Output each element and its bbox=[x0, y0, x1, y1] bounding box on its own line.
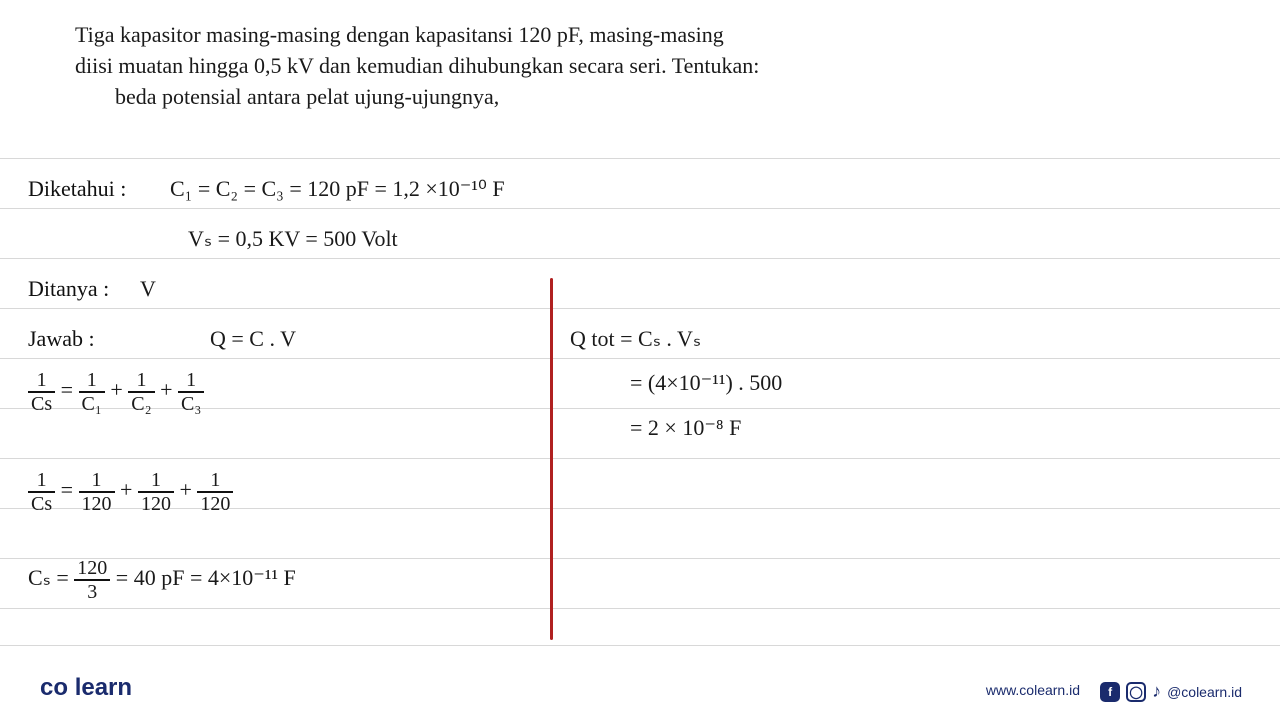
social-icons: f ◯ ♪ @colearn.id bbox=[1100, 681, 1242, 702]
question-line-2: diisi muatan hingga 0,5 kV dan kemudian … bbox=[75, 51, 925, 82]
qtot-line-2: = (4×10⁻¹¹) . 500 bbox=[630, 370, 782, 396]
rule-line bbox=[0, 458, 1280, 459]
rule-line bbox=[0, 158, 1280, 159]
diketahui-value-2: Vₛ = 0,5 KV = 500 Volt bbox=[188, 226, 398, 252]
facebook-icon: f bbox=[1100, 682, 1120, 702]
diketahui-value-1: C₁ = C₂ = C₃ = 120 pF = 1,2 ×10⁻¹⁰ F bbox=[170, 176, 505, 202]
footer: co learn www.colearn.id f ◯ ♪ @colearn.i… bbox=[0, 672, 1280, 702]
question-line-1: Tiga kapasitor masing-masing dengan kapa… bbox=[75, 20, 925, 51]
rule-line bbox=[0, 208, 1280, 209]
rule-line bbox=[0, 608, 1280, 609]
ditanya-value: V bbox=[140, 276, 156, 302]
rule-line bbox=[0, 645, 1280, 646]
diketahui-label: Diketahui : bbox=[28, 176, 126, 202]
jawab-label: Jawab : bbox=[28, 326, 95, 352]
social-handle: @colearn.id bbox=[1167, 684, 1242, 700]
vertical-divider bbox=[550, 278, 553, 640]
question-text: Tiga kapasitor masing-masing dengan kapa… bbox=[75, 20, 925, 112]
series-formula-numeric: 1Cs = 1120 + 1120 + 1120 bbox=[28, 470, 233, 514]
instagram-icon: ◯ bbox=[1126, 682, 1146, 702]
rule-line bbox=[0, 258, 1280, 259]
rule-line bbox=[0, 358, 1280, 359]
tiktok-icon: ♪ bbox=[1152, 681, 1161, 702]
footer-url: www.colearn.id bbox=[986, 682, 1080, 698]
rule-line bbox=[0, 308, 1280, 309]
qtot-line-3: = 2 × 10⁻⁸ F bbox=[630, 415, 741, 441]
colearn-logo: co learn bbox=[40, 674, 132, 702]
question-line-3: beda potensial antara pelat ujung-ujungn… bbox=[115, 82, 925, 113]
qtot-line-1: Q tot = Cₛ . Vₛ bbox=[570, 326, 701, 352]
jawab-formula: Q = C . V bbox=[210, 326, 296, 352]
ditanya-label: Ditanya : bbox=[28, 276, 109, 302]
cs-result: Cₛ = 1203 = 40 pF = 4×10⁻¹¹ F bbox=[28, 558, 296, 602]
series-formula-symbolic: 1Cs = 1C₁ + 1C₂ + 1C₃ bbox=[28, 370, 204, 414]
